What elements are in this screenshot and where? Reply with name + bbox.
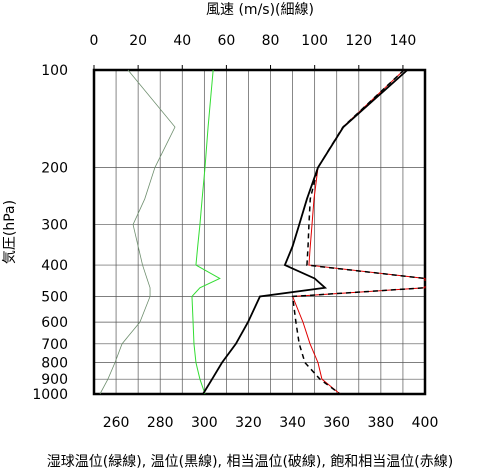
x2-tick-label: 140 <box>390 33 417 49</box>
x2-tick-label: 20 <box>129 33 147 49</box>
x2-tick-label: 100 <box>301 33 328 49</box>
profile-line <box>99 69 176 395</box>
x-tick-label: 280 <box>147 415 174 431</box>
y-tick-label: 700 <box>41 337 68 353</box>
x-tick-label: 320 <box>235 415 262 431</box>
profile-line <box>191 69 221 395</box>
y-axis-title: 気圧(hPa) <box>2 200 18 264</box>
x2-tick-label: 80 <box>262 33 280 49</box>
x-tick-label: 360 <box>323 415 350 431</box>
x2-tick-label: 120 <box>345 33 372 49</box>
x2-tick-label: 40 <box>173 33 191 49</box>
y-tick-label: 300 <box>41 218 68 234</box>
x-tick-label: 340 <box>279 415 306 431</box>
x-tick-label: 400 <box>412 415 439 431</box>
y-tick-label: 100 <box>41 63 68 79</box>
y-tick-label: 400 <box>41 258 68 274</box>
y-tick-label: 600 <box>41 315 68 331</box>
x-tick-label: 300 <box>191 415 218 431</box>
y-tick-label: 200 <box>41 161 68 177</box>
y-tick-label: 500 <box>41 289 68 305</box>
profile-line <box>202 69 408 395</box>
x2-tick-label: 0 <box>90 33 99 49</box>
y-tick-label: 900 <box>41 372 68 388</box>
x-tick-label: 260 <box>103 415 130 431</box>
y-tick-label: 800 <box>41 356 68 372</box>
profile-line <box>291 69 426 395</box>
x-axis-title: 湿球温位(緑線), 温位(黒線), 相当温位(破線), 飽和相当温位(赤線) <box>47 453 453 470</box>
top-axis-title: 風速 (m/s)(細線) <box>206 2 314 18</box>
y-tick-label: 1000 <box>32 387 68 403</box>
plot-frame <box>92 68 427 396</box>
profile-line <box>291 69 426 395</box>
x2-tick-label: 60 <box>217 33 235 49</box>
x-tick-label: 380 <box>367 415 394 431</box>
